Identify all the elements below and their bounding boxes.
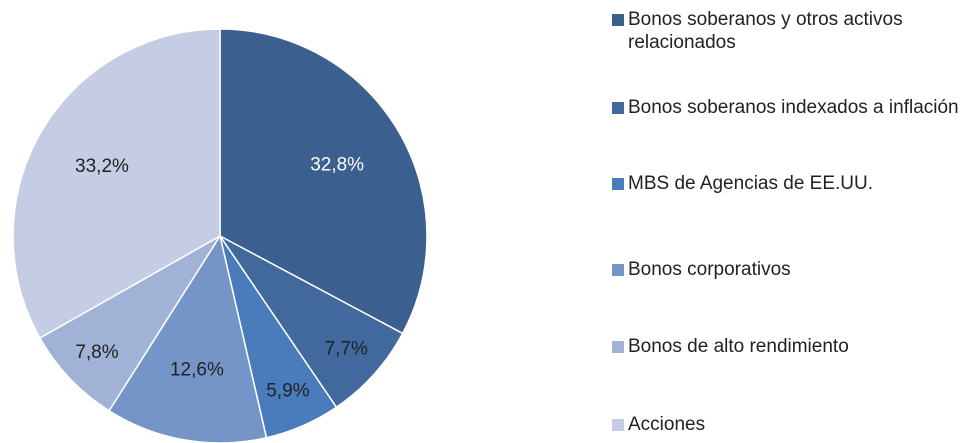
- legend-label: Bonos de alto rendimiento: [628, 336, 849, 357]
- pie-slice: [108, 234, 268, 443]
- legend-swatch: [612, 102, 624, 114]
- pie-slice: [219, 235, 404, 409]
- data-label: 33,2%: [75, 156, 129, 177]
- data-label: 7,8%: [75, 342, 118, 363]
- legend-swatch: [612, 178, 624, 190]
- data-label: 32,8%: [310, 155, 364, 176]
- pie-slice: [219, 28, 428, 335]
- legend-label: MBS de Agencias de EE.UU.: [628, 173, 874, 194]
- legend-item: Bonos soberanos indexados a inflación: [612, 96, 979, 119]
- legend-label: Acciones: [628, 414, 706, 435]
- pie-slice: [12, 28, 221, 340]
- legend-item: Bonos de alto rendimiento: [612, 335, 979, 358]
- data-label: 7,7%: [325, 338, 368, 359]
- legend-item: MBS de Agencias de EE.UU.: [612, 172, 979, 195]
- legend-swatch: [612, 419, 624, 431]
- data-label: 5,9%: [266, 381, 309, 402]
- legend-swatch: [612, 264, 624, 276]
- legend-item: Acciones: [612, 413, 979, 436]
- legend-label: Bonos soberanos indexados a inflación: [628, 97, 959, 118]
- legend-item: Bonos soberanos y otros activos relacion…: [612, 8, 979, 54]
- data-label: 12,6%: [170, 360, 224, 381]
- legend-item: Bonos corporativos: [612, 258, 979, 281]
- pie-slice: [38, 235, 221, 412]
- legend-label: Bonos soberanos y otros activos relacion…: [628, 9, 903, 53]
- pie-area: 32,8% 7,7% 5,9% 12,6% 7,8% 33,2%: [12, 28, 428, 443]
- legend-swatch: [612, 341, 624, 353]
- legend-swatch: [612, 14, 624, 26]
- legend-label: Bonos corporativos: [628, 259, 791, 280]
